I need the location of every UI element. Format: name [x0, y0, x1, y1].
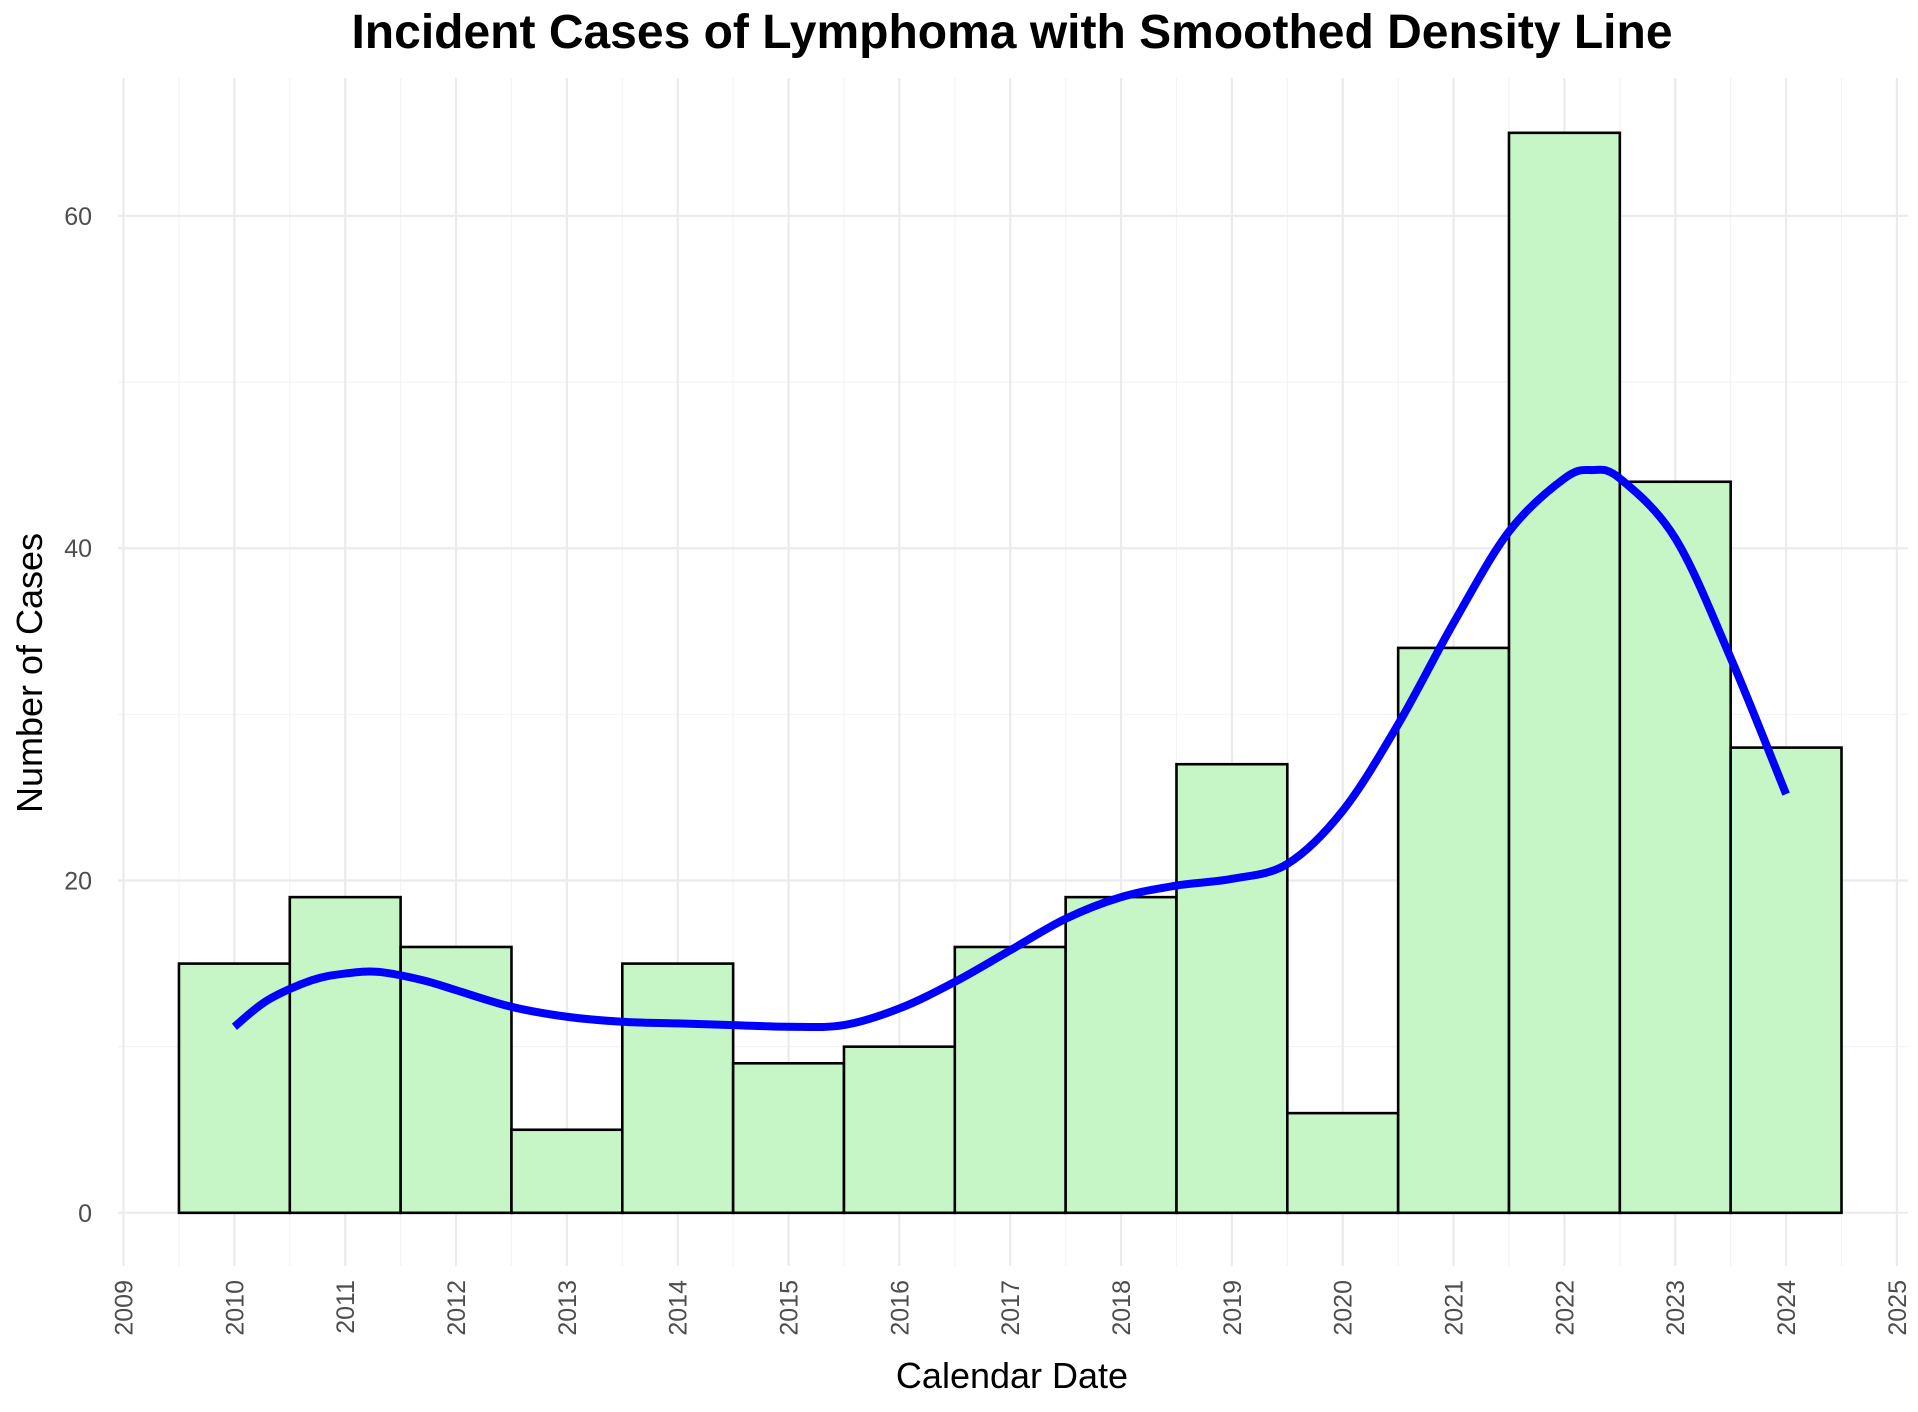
- histogram-bar-2018: [1064, 895, 1178, 1215]
- x-tick-label: 2021: [1441, 1280, 1469, 1336]
- x-tick-label: 2020: [1330, 1280, 1358, 1336]
- x-axis-title: Calendar Date: [896, 1355, 1128, 1396]
- x-tick-label: 2022: [1551, 1280, 1579, 1336]
- x-tick-label: 2012: [443, 1280, 471, 1336]
- x-tick-label: 2017: [997, 1280, 1025, 1336]
- histogram-bar-2024: [1729, 746, 1843, 1215]
- smoothed-density-line: [231, 465, 1790, 1032]
- histogram-bar-2020: [1286, 1111, 1400, 1215]
- y-axis-ticks: 0 20 40 60: [64, 203, 92, 1228]
- histogram-bar-2023: [1618, 480, 1732, 1215]
- density-line-layer: [231, 465, 1790, 1032]
- x-tick-label: 2015: [776, 1280, 804, 1336]
- histogram-bar-2022: [1507, 131, 1622, 1215]
- x-tick-label: 2010: [221, 1280, 249, 1336]
- histogram-bar-2011: [288, 895, 402, 1215]
- x-tick-label: 2019: [1219, 1280, 1247, 1336]
- x-tick-label: 2016: [886, 1280, 914, 1336]
- x-tick-label: 2014: [665, 1280, 693, 1336]
- x-tick-label: 2009: [111, 1280, 139, 1336]
- histogram-bar-2015: [731, 1061, 846, 1215]
- y-tick-label: 40: [64, 535, 92, 563]
- bars-layer: [177, 131, 1843, 1215]
- histogram-bar-2014: [621, 962, 735, 1215]
- histogram-bar-2010: [177, 962, 292, 1215]
- histogram-bar-2021: [1396, 646, 1511, 1215]
- x-tick-label: 2011: [332, 1280, 360, 1334]
- x-tick-label: 2018: [1108, 1280, 1136, 1336]
- y-tick-label: 0: [78, 1200, 92, 1228]
- histogram-bar-2017: [953, 945, 1067, 1215]
- histogram-bar-2013: [510, 1128, 624, 1215]
- chart-title: Incident Cases of Lymphoma with Smoothed…: [351, 6, 1672, 59]
- x-tick-label: 2025: [1884, 1280, 1912, 1336]
- x-tick-label: 2013: [554, 1280, 582, 1336]
- x-tick-label: 2023: [1662, 1280, 1690, 1336]
- histogram-bar-2019: [1175, 762, 1289, 1215]
- y-tick-label: 20: [64, 868, 92, 896]
- x-tick-label: 2024: [1773, 1280, 1801, 1336]
- x-axis-ticks: 2009 2010 2011 2012 2013 2014 2015 2016 2017 2018…: [111, 1280, 1912, 1336]
- y-axis-title: Number of Cases: [9, 533, 50, 813]
- y-tick-label: 60: [64, 203, 92, 231]
- histogram-bar-2016: [842, 1045, 957, 1215]
